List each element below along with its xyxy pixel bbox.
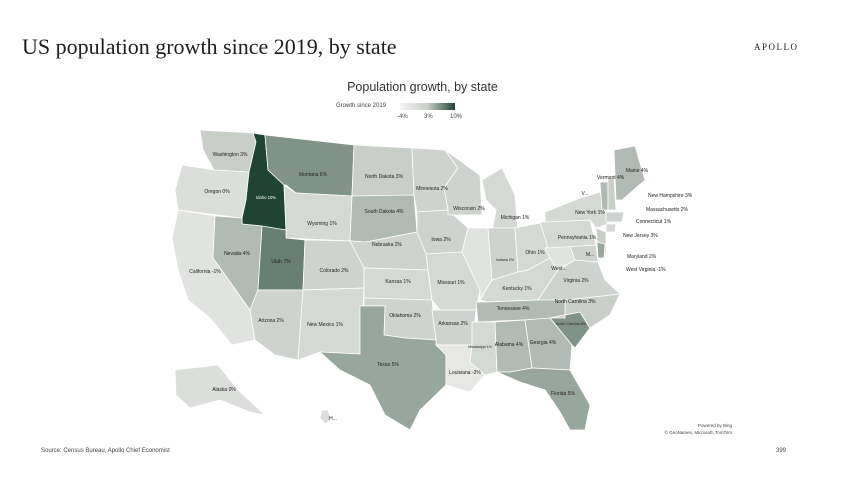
state-label-m: M...	[586, 252, 594, 258]
state-alaska	[174, 364, 266, 416]
state-label-oklahoma-2: Oklahoma 2%	[389, 313, 421, 319]
legend-color-bar	[400, 103, 455, 110]
state-arkansas	[431, 309, 477, 346]
state-label-kansas-1: Kansas 1%	[385, 279, 411, 285]
state-washington	[199, 129, 257, 173]
state-label-indiana-2: Indiana 2%	[496, 258, 515, 262]
state-texas	[319, 305, 447, 431]
state-label-nebraska-2: Nebraska 2%	[372, 242, 403, 248]
state-label-pennsylvania-1: Pennsylvania 1%	[558, 235, 597, 241]
state-hawaii	[319, 409, 332, 425]
state-indiana	[487, 227, 519, 281]
state-label-south-dakota-4: South Dakota 4%	[365, 209, 404, 215]
state-wisconsin	[443, 149, 483, 216]
state-label-north-dakota-3: North Dakota 3%	[365, 174, 404, 180]
state-label-idaho-10: Idaho 10%	[256, 195, 276, 200]
state-label-alaska-0: Alaska 0%	[212, 387, 236, 393]
state-new-york	[544, 191, 609, 229]
state-delaware	[596, 241, 606, 259]
state-iowa	[416, 209, 469, 255]
state-arizona	[249, 289, 304, 361]
state-label-new-mexico-1: New Mexico 1%	[307, 322, 343, 328]
state-label-georgia-4: Georgia 4%	[530, 340, 557, 346]
state-label-new-hampshire-3: New Hampshire 3%	[648, 193, 693, 199]
state-label-new-jersey-3: New Jersey 3%	[623, 233, 658, 239]
state-label-h: H...	[329, 416, 337, 422]
state-north-dakota	[351, 144, 415, 197]
state-florida	[496, 367, 591, 431]
state-connecticut	[605, 223, 617, 233]
state-label-maryland-2: Maryland 2%	[627, 254, 657, 260]
legend-tick-mid: 3%	[424, 114, 433, 120]
brand-logo: APOLLO	[754, 42, 799, 52]
state-label-west: West...	[551, 266, 566, 272]
state-label-tennessee-4: Tennessee 4%	[497, 306, 530, 312]
state-label-montana-6: Montana 6%	[299, 172, 328, 178]
source-note: Source: Census Bureau, Apollo Chief Econ…	[41, 448, 170, 454]
state-label-west-virginia-1: West Virginia -1%	[626, 267, 666, 273]
state-michigan	[481, 167, 519, 233]
legend-tick-min: -4%	[397, 114, 408, 120]
state-label-utah-7: Utah 7%	[271, 259, 291, 265]
state-label-michigan-1: Michigan 1%	[501, 215, 530, 221]
chart-title: Population growth, by state	[347, 80, 498, 94]
state-label-texas-5: Texas 5%	[377, 362, 399, 368]
state-label-maine-4: Maine 4%	[626, 168, 649, 174]
state-label-missouri-1: Missouri 1%	[437, 280, 465, 286]
state-label-connecticut-1: Connecticut 1%	[636, 219, 672, 225]
state-label-oregon-0: Oregon 0%	[204, 189, 230, 195]
state-label-ohio-1: Ohio 1%	[525, 250, 545, 256]
state-label-nevada-4: Nevada 4%	[224, 251, 250, 257]
state-label-v: V...	[581, 191, 588, 197]
state-label-florida-5: Florida 5%	[551, 391, 575, 397]
map-credit-providers: © GeoNames, Microsoft, TomTom	[664, 430, 733, 435]
page-title: US population growth since 2019, by stat…	[22, 34, 397, 59]
state-massachusetts	[605, 211, 625, 223]
state-label-south-carolina-6: South Carolina 6%	[556, 322, 587, 326]
state-label-wyoming-1: Wyoming 1%	[307, 221, 337, 227]
state-label-alabama-4: Alabama 4%	[495, 342, 524, 348]
state-label-iowa-2: Iowa 2%	[431, 237, 451, 243]
map-credit-bing: Powered by Bing	[697, 423, 732, 428]
state-new-hampshire	[607, 177, 617, 211]
legend-title: Growth since 2019	[336, 103, 387, 109]
state-label-kentucky-1: Kentucky 1%	[502, 286, 532, 292]
state-labels: Washington 3% Oregon 0% California -1% Idah…	[189, 152, 692, 422]
state-label-louisiana-2: Louisiana -2%	[449, 370, 481, 376]
state-label-new-york-1: New York 1%	[575, 210, 605, 216]
page-number: 399	[776, 448, 787, 454]
state-label-mississippi-1: Mississippi 1%	[468, 345, 492, 349]
state-label-vermont-4: Vermont 4%	[597, 175, 625, 181]
state-label-colorado-2: Colorado 2%	[320, 268, 349, 274]
state-label-virginia-2: Virginia 2%	[563, 278, 589, 284]
state-label-arizona-2: Arizona 2%	[258, 318, 284, 324]
state-pennsylvania	[539, 219, 597, 249]
state-label-arkansas-2: Arkansas 2%	[438, 321, 468, 327]
state-label-north-carolina-3: North Carolina 3%	[555, 299, 596, 305]
state-label-massachusetts-2: Massachusetts 2%	[646, 207, 689, 213]
state-label-california-1: California -1%	[189, 269, 221, 275]
state-label-minnesota-2: Minnesota 2%	[416, 186, 448, 192]
legend-tick-max: 10%	[450, 114, 463, 120]
state-label-wisconsin-2: Wisconsin 2%	[453, 206, 485, 212]
state-maine	[613, 145, 646, 201]
state-shapes	[171, 129, 646, 431]
state-north-carolina	[549, 293, 621, 329]
state-label-washington-3: Washington 3%	[213, 152, 248, 158]
